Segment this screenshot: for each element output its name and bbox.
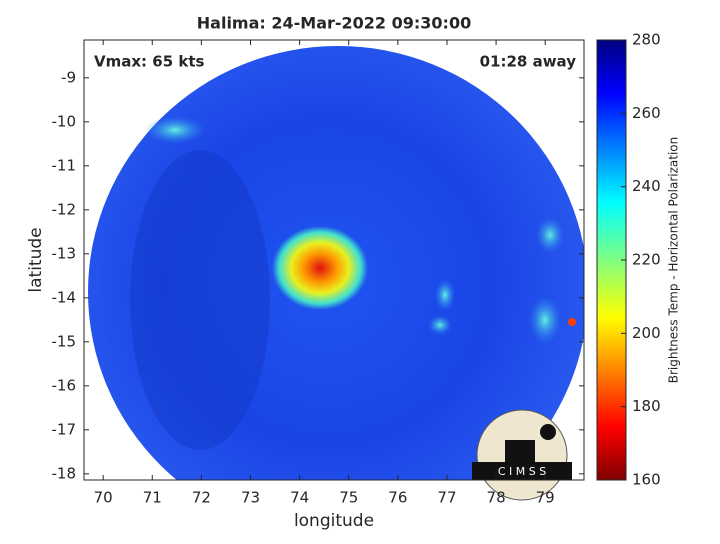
- y-tick-label: -16: [52, 376, 77, 394]
- colorbar-label: Brightness Temp - Horizontal Polarizatio…: [667, 137, 681, 384]
- colorbar-tick-label: 160: [632, 471, 661, 489]
- y-tick-label: -11: [52, 156, 77, 174]
- x-tick-label: 79: [536, 489, 555, 507]
- x-tick-label: 77: [437, 489, 456, 507]
- x-tick-label: 76: [388, 489, 407, 507]
- y-axis-label: latitude: [26, 227, 46, 292]
- y-tick-label: -9: [61, 68, 76, 86]
- logo: C I M S S: [472, 409, 572, 501]
- x-tick-label: 74: [290, 489, 309, 507]
- logo-text: C I M S S: [498, 465, 546, 478]
- y-tick-label: -10: [52, 112, 77, 130]
- y-tick-label: -13: [52, 244, 77, 262]
- colorbar-tick-label: 200: [632, 324, 661, 342]
- plot-frame: [83, 39, 585, 481]
- x-tick-label: 71: [143, 489, 162, 507]
- y-tick-label: -18: [52, 464, 77, 482]
- annotation: Vmax: 65 kts: [94, 53, 204, 71]
- annotation: 01:28 away: [480, 53, 577, 71]
- y-tick-label: -15: [52, 332, 77, 350]
- x-axis-label: longitude: [294, 511, 374, 531]
- colorbar-tick-label: 260: [632, 104, 661, 122]
- colorbar-tick-label: 220: [632, 251, 661, 269]
- x-tick-label: 70: [94, 489, 113, 507]
- satellite-image: [88, 46, 584, 480]
- colorbar-tick-label: 280: [632, 31, 661, 49]
- chart-title: Halima: 24-Mar-2022 09:30:00: [197, 14, 471, 33]
- y-tick-label: -14: [52, 288, 77, 306]
- colorbar-tick-label: 240: [632, 177, 661, 195]
- x-tick-label: 75: [339, 489, 358, 507]
- x-tick-label: 78: [487, 489, 506, 507]
- x-tick-label: 72: [192, 489, 211, 507]
- y-tick-label: -12: [52, 200, 77, 218]
- y-tick-label: -17: [52, 420, 77, 438]
- colorbar-tick-label: 180: [632, 397, 661, 415]
- x-tick-label: 73: [241, 489, 260, 507]
